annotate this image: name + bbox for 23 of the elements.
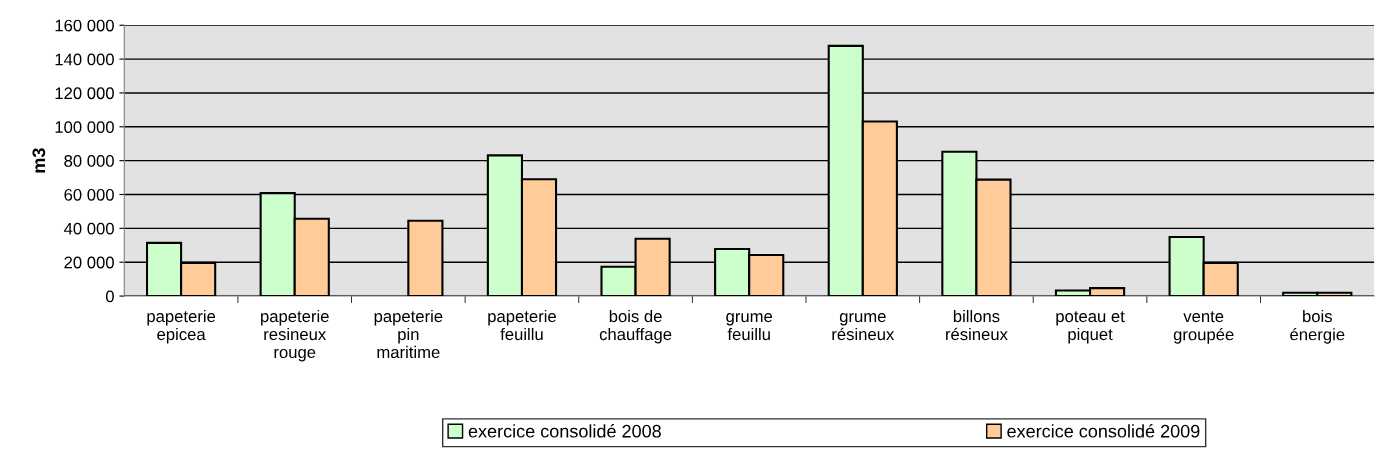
y-tick-label: 20 000 xyxy=(64,256,114,269)
y-tick-label: 0 xyxy=(105,290,114,303)
x-tick-label: papeterie resineux rouge xyxy=(261,309,329,362)
x-tick-label: papeterie pin maritime xyxy=(374,309,443,359)
y-tick-label: 120 000 xyxy=(55,87,114,100)
x-tick-label: grume feuillu xyxy=(726,313,773,341)
x-tick-label: billons résineux xyxy=(946,309,1008,341)
y-tick-label: 80 000 xyxy=(64,155,114,167)
y-tick-label: 40 000 xyxy=(63,222,114,235)
x-tick-label: papeterie epicea xyxy=(147,309,216,344)
y-axis-title: m3 xyxy=(32,148,46,173)
y-tick-label: 60 000 xyxy=(64,188,114,201)
y-tick-label: 160 000 xyxy=(55,19,114,32)
x-tick-label: bois de chauffage xyxy=(599,309,672,344)
x-tick-label: grume résineux xyxy=(832,313,895,341)
legend-label: exercice consolidé 2008 xyxy=(468,424,661,438)
y-tick-label: 100 000 xyxy=(55,121,114,133)
legend-label: exercice consolidé 2009 xyxy=(1007,424,1200,438)
y-tick-label: 140 000 xyxy=(55,53,114,66)
x-tick-label: poteau et piquet xyxy=(1056,311,1125,344)
x-tick-label: bois énergie xyxy=(1290,309,1345,344)
x-tick-label: vente groupée xyxy=(1173,311,1234,344)
x-tick-label: papeterie feuillu xyxy=(488,309,556,341)
